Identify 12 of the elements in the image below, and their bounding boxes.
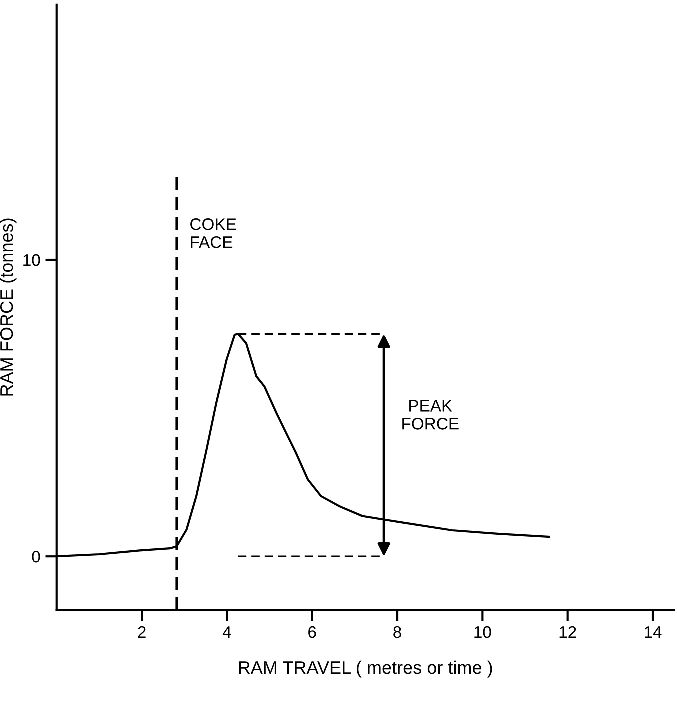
- x-tick-label: 14: [645, 626, 662, 638]
- y-axis-title: RAM FORCE (tonnes): [0, 218, 17, 396]
- x-axis-title: RAM TRAVEL ( metres or time ): [239, 660, 492, 678]
- x-tick-label: 10: [474, 626, 492, 638]
- y-tick-label: 0: [32, 551, 40, 563]
- ref-line-label: COKE FACE: [190, 218, 236, 248]
- annotation: PEAK FORCE: [402, 400, 459, 430]
- x-tick-label: 2: [138, 626, 146, 638]
- x-tick-label: 12: [560, 626, 576, 638]
- x-tick-label: 6: [308, 626, 316, 638]
- x-tick-label: 8: [394, 626, 402, 638]
- x-tick-label: 4: [222, 626, 232, 638]
